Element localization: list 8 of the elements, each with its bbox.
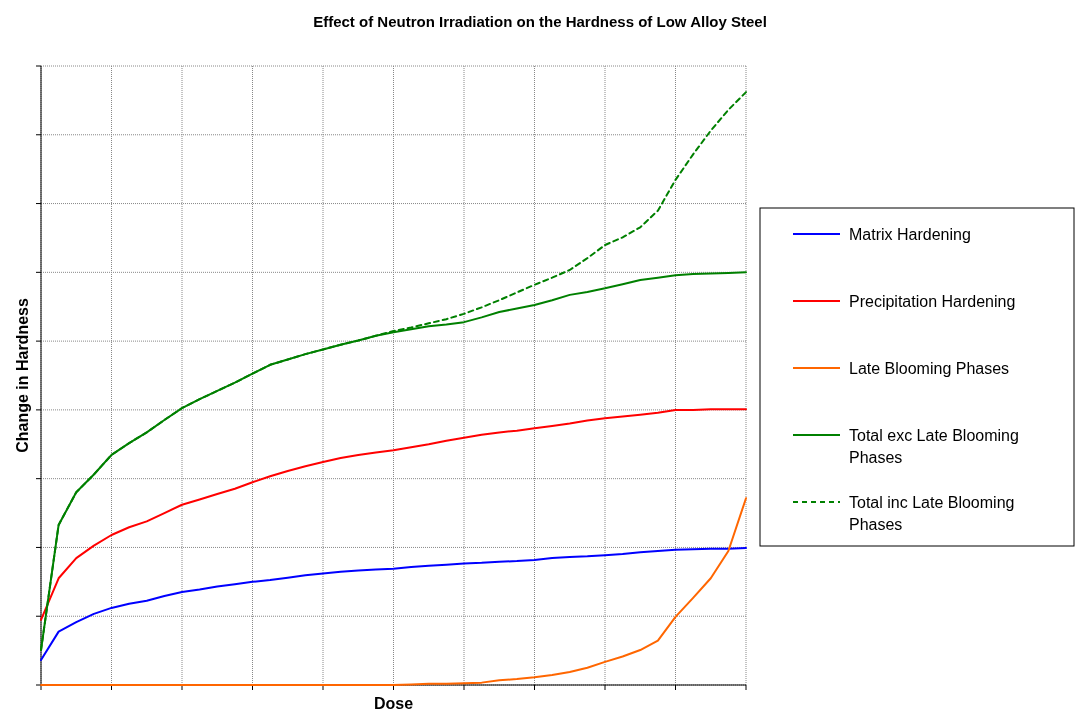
legend-label: Total inc Late Blooming Phases: [849, 494, 1015, 533]
x-axis-title: Dose: [373, 695, 414, 712]
legend-label: Precipitation Hardening: [849, 293, 1016, 310]
legend-label: Late Blooming Phases: [849, 360, 1010, 377]
chart-title: Effect of Neutron Irradiation on the Hardness of Low Alloy Steel: [313, 13, 767, 30]
legend-label: Total exc Late Blooming Phases: [849, 427, 1019, 466]
legend-label: Matrix Hardening: [849, 226, 971, 243]
y-axis-title: Change in Hardness: [14, 298, 31, 453]
